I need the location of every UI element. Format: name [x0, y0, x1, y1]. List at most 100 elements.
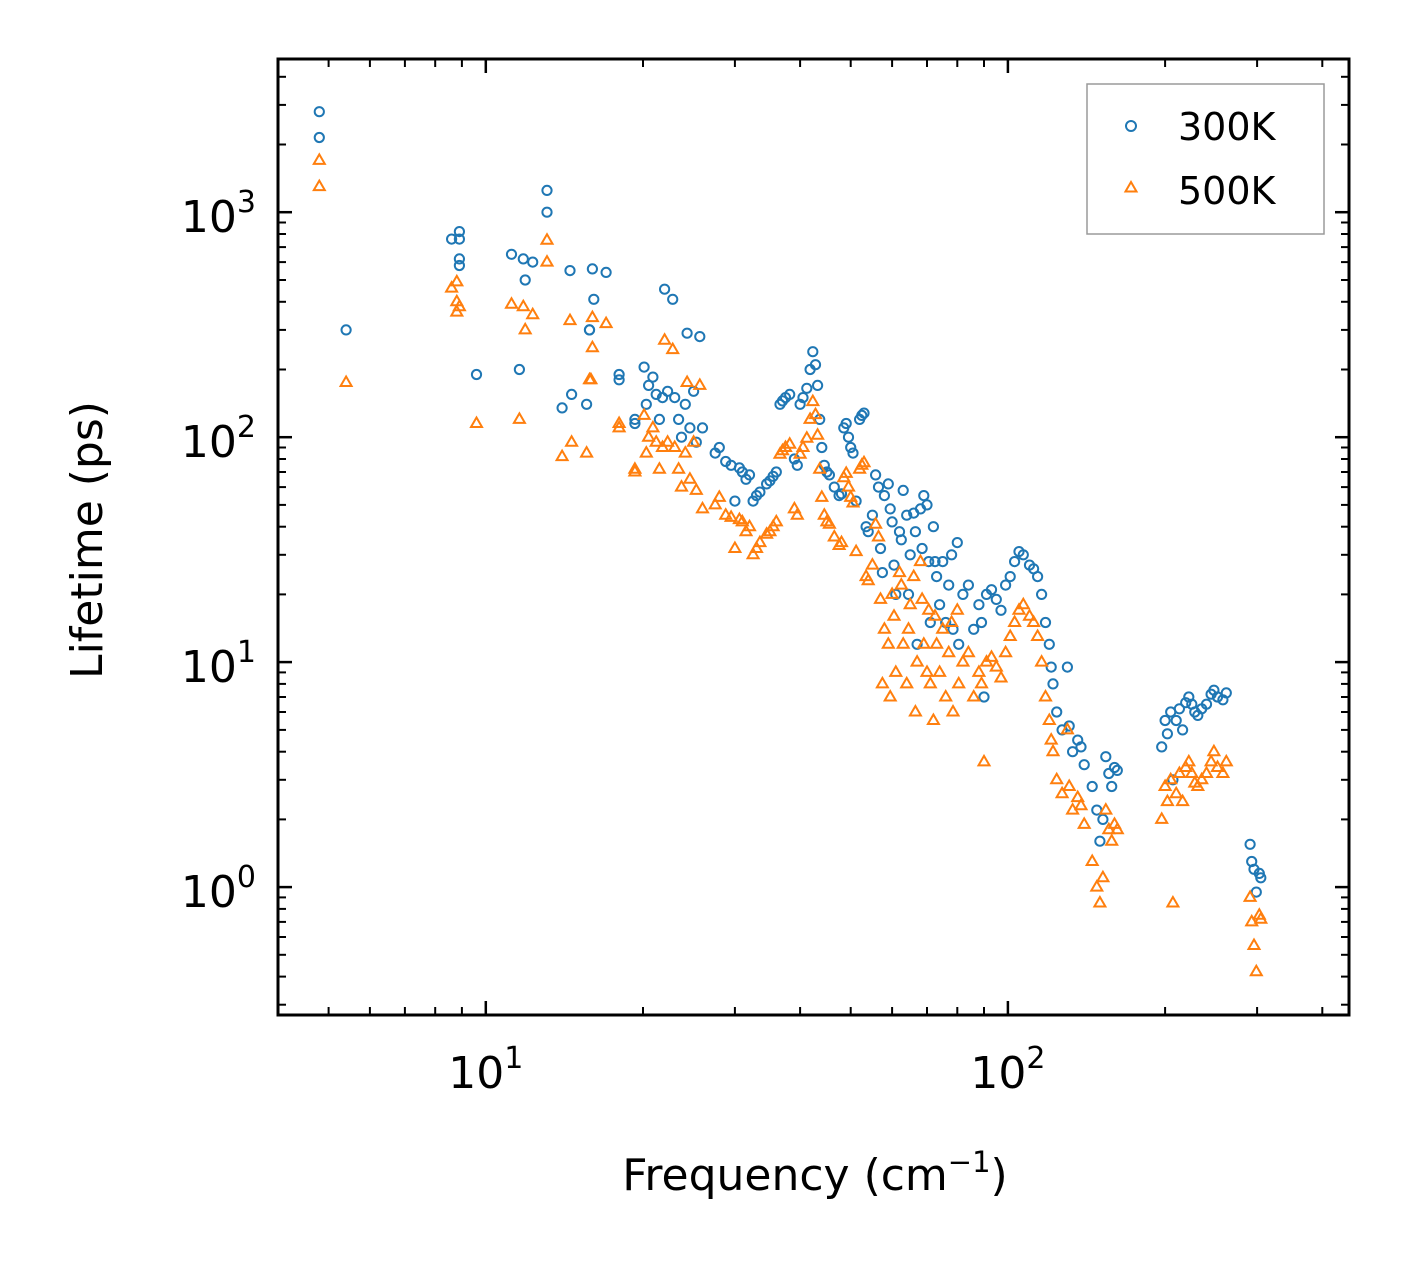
- point-300k-137: [973, 599, 985, 611]
- point-500k-11: [516, 298, 531, 312]
- point-500k-184: [1184, 765, 1200, 778]
- point-500k-152: [1034, 654, 1049, 667]
- point-300k-75: [807, 346, 819, 358]
- point-500k-114: [906, 568, 921, 582]
- point-300k-175: [1159, 714, 1171, 727]
- point-500k-40: [671, 461, 686, 474]
- point-500k-32: [645, 419, 661, 433]
- point-300k-73: [801, 382, 813, 394]
- point-300k-2: [340, 324, 352, 336]
- point-500k-14: [539, 232, 555, 245]
- point-500k-158: [1054, 785, 1070, 799]
- point-300k-48: [696, 422, 709, 434]
- point-300k-127: [937, 556, 949, 568]
- point-500k-106: [886, 608, 902, 621]
- point-500k-178: [1165, 895, 1181, 908]
- point-500k-144: [998, 644, 1013, 658]
- point-500k-107: [888, 664, 904, 677]
- point-500k-139: [976, 753, 992, 767]
- point-500k-103: [881, 636, 896, 649]
- point-500k-174: [1154, 811, 1169, 824]
- point-300k-13: [527, 256, 539, 268]
- point-300k-99: [872, 481, 885, 493]
- data-points: [312, 106, 1269, 977]
- point-500k-100: [873, 591, 888, 604]
- point-300k-24: [600, 266, 612, 278]
- y-tick-label-100: 102: [181, 410, 256, 468]
- point-500k-112: [901, 621, 916, 634]
- point-300k-11: [517, 253, 529, 265]
- point-300k-188: [1200, 698, 1213, 710]
- point-300k-139: [978, 691, 990, 703]
- point-500k-60: [752, 534, 768, 548]
- point-300k-179: [1170, 714, 1182, 727]
- point-300k-88: [842, 431, 855, 443]
- point-500k-141: [984, 649, 999, 662]
- point-300k-72: [797, 392, 809, 404]
- point-500k-17: [564, 434, 579, 447]
- point-500k-156: [1045, 743, 1061, 757]
- point-500k-105: [884, 586, 900, 599]
- point-300k-152: [1036, 588, 1048, 601]
- point-500k-126: [932, 664, 947, 677]
- point-300k-151: [1032, 571, 1044, 583]
- point-300k-112: [902, 588, 915, 601]
- point-500k-88: [841, 479, 856, 492]
- point-500k-175: [1157, 778, 1173, 791]
- point-300k-161: [1067, 746, 1079, 758]
- point-500k-108: [892, 564, 907, 578]
- point-500k-159: [1060, 721, 1075, 735]
- point-500k-196: [1246, 937, 1262, 950]
- point-500k-122: [923, 675, 938, 689]
- point-500k-23: [585, 339, 600, 353]
- point-300k-135: [962, 579, 975, 591]
- point-500k-26: [611, 419, 627, 433]
- point-300k-60: [754, 486, 766, 498]
- point-300k-155: [1045, 661, 1057, 673]
- point-300k-126: [934, 599, 946, 611]
- point-500k-167: [1092, 895, 1108, 908]
- point-500k-52: [723, 509, 739, 522]
- point-300k-18: [564, 265, 576, 277]
- axis-ticks: [277, 59, 1349, 1015]
- point-500k-120: [919, 664, 935, 677]
- point-500k-102: [877, 621, 892, 634]
- point-500k-0: [312, 152, 327, 165]
- point-500k-179: [1168, 785, 1184, 799]
- point-500k-101: [875, 675, 890, 689]
- point-300k-176: [1161, 728, 1174, 740]
- point-500k-85: [834, 534, 849, 548]
- point-500k-22: [585, 309, 600, 323]
- legend-label-300k: 300K: [1178, 105, 1277, 149]
- point-300k-123: [927, 521, 940, 533]
- point-500k-134: [955, 654, 971, 667]
- x-tick-label-100: 102: [970, 1041, 1045, 1099]
- point-500k-176: [1160, 793, 1175, 807]
- point-500k-130: [944, 614, 959, 627]
- point-500k-27: [627, 461, 643, 474]
- point-500k-43: [679, 374, 695, 387]
- point-500k-91: [848, 543, 864, 557]
- point-500k-61: [759, 526, 774, 539]
- point-500k-180: [1172, 765, 1187, 778]
- point-300k-4: [453, 226, 465, 238]
- point-500k-36: [657, 332, 672, 345]
- point-300k-9: [505, 248, 518, 260]
- point-500k-78: [812, 461, 827, 474]
- point-500k-186: [1190, 778, 1206, 791]
- point-300k-47: [694, 331, 706, 343]
- legend-box: [1086, 83, 1325, 235]
- point-500k-109: [894, 577, 909, 590]
- point-500k-188: [1199, 765, 1214, 778]
- point-300k-33: [650, 388, 662, 400]
- point-500k-148: [1016, 596, 1031, 610]
- point-500k-133: [951, 675, 966, 689]
- point-500k-121: [921, 602, 936, 615]
- point-300k-111: [901, 509, 913, 521]
- point-300k-157: [1051, 706, 1063, 718]
- point-300k-22: [586, 263, 599, 275]
- point-500k-123: [926, 712, 941, 725]
- point-500k-157: [1049, 771, 1064, 785]
- point-500k-150: [1026, 614, 1041, 627]
